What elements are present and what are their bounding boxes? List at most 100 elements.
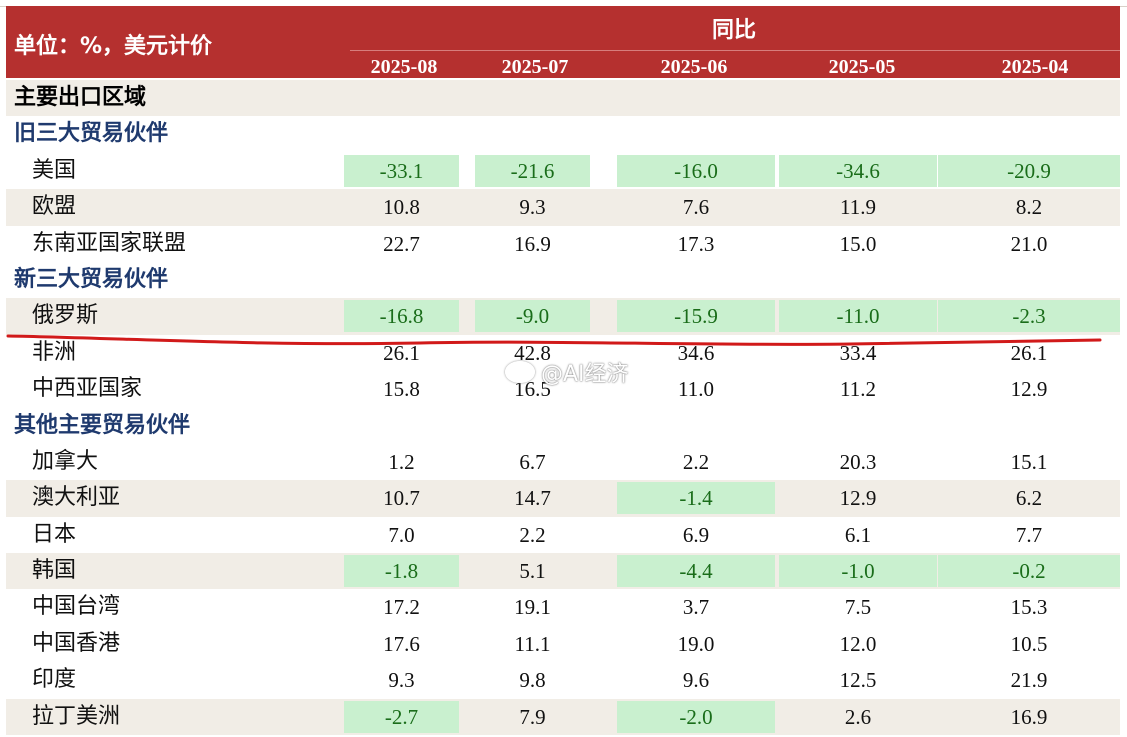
table-row: 中西亚国家 15.8 16.5 11.0 11.2 12.9 bbox=[6, 371, 1120, 407]
table-cell: 10.5 bbox=[1010, 631, 1048, 656]
header-divider bbox=[350, 50, 1120, 51]
table-cell: 22.7 bbox=[383, 231, 420, 256]
table-cell: -20.9 bbox=[938, 154, 1120, 187]
table-row: 新三大贸易伙伴 bbox=[6, 262, 1120, 298]
table-cell: 17.6 bbox=[383, 631, 420, 656]
table-cell: 15.3 bbox=[1010, 595, 1048, 620]
table-header: 单位：%，美元计价 同比 2025-08 2025-07 2025-06 202… bbox=[6, 6, 1120, 78]
table-cell: -16.8 bbox=[344, 300, 459, 333]
row-label: 东南亚国家联盟 bbox=[32, 230, 187, 256]
table-cell: 16.9 bbox=[514, 231, 551, 256]
data-table: 主要出口区域 旧三大贸易伙伴 美国 -33.1 -21.6 -16.0 -34.6 -20.9… bbox=[6, 80, 1120, 736]
table-cell: 12.9 bbox=[839, 486, 877, 511]
table-cell: -2.7 bbox=[344, 700, 459, 733]
table-row: 欧盟 10.8 9.3 7.6 11.9 8.2 bbox=[6, 189, 1120, 226]
row-label: 加拿大 bbox=[32, 448, 99, 474]
table-cell: 15.1 bbox=[1010, 449, 1048, 474]
column-header: 2025-08 bbox=[370, 56, 438, 78]
table-cell: 34.6 bbox=[677, 340, 715, 365]
table-cell: 5.1 bbox=[519, 559, 546, 584]
table-row: 旧三大贸易伙伴 bbox=[6, 116, 1120, 152]
table-cell: 7.0 bbox=[388, 522, 415, 547]
table-cell: 19.1 bbox=[514, 595, 551, 620]
table-cell: 11.1 bbox=[514, 631, 551, 656]
table-row: 拉丁美洲 -2.7 7.9 -2.0 2.6 16.9 bbox=[6, 698, 1120, 736]
table-cell: -1.8 bbox=[344, 555, 459, 588]
table-cell: -0.2 bbox=[938, 555, 1120, 588]
table-cell: 17.3 bbox=[677, 231, 715, 256]
table-cell: -1.4 bbox=[617, 482, 775, 515]
row-label: 俄罗斯 bbox=[32, 303, 99, 329]
table-cell: 10.8 bbox=[383, 195, 420, 220]
watermark-text: @AI经济 bbox=[541, 362, 629, 387]
table-cell: -33.1 bbox=[344, 154, 459, 187]
table-row: 中国香港 17.6 11.1 19.0 12.0 10.5 bbox=[6, 626, 1120, 662]
table-cell: 10.7 bbox=[383, 486, 420, 511]
table-cell: -15.9 bbox=[617, 300, 775, 333]
table-cell: 20.3 bbox=[839, 449, 877, 474]
column-header: 2025-07 bbox=[501, 56, 569, 78]
table-cell: 6.7 bbox=[519, 449, 546, 474]
table-cell: 21.9 bbox=[1010, 668, 1048, 693]
column-header: 2025-05 bbox=[828, 56, 896, 78]
table-cell: 26.1 bbox=[1010, 340, 1048, 365]
row-label: 中国香港 bbox=[32, 630, 121, 656]
table-cell: 21.0 bbox=[1010, 231, 1048, 256]
table-cell: 15.0 bbox=[839, 231, 877, 256]
section-label: 新三大贸易伙伴 bbox=[14, 266, 169, 292]
table-cell: 11.2 bbox=[840, 377, 876, 402]
table-row: 澳大利亚 10.7 14.7 -1.4 12.9 6.2 bbox=[6, 480, 1120, 517]
table-row: 中国台湾 17.2 19.1 3.7 7.5 15.3 bbox=[6, 589, 1120, 625]
table-cell: 12.5 bbox=[839, 668, 877, 693]
table-cell: -4.4 bbox=[617, 555, 775, 588]
row-label: 中西亚国家 bbox=[32, 376, 143, 402]
table-cell: 7.6 bbox=[682, 195, 710, 220]
table-cell: 2.2 bbox=[519, 522, 546, 547]
section-label: 主要出口区域 bbox=[14, 85, 147, 110]
table-cell: 9.3 bbox=[388, 668, 415, 693]
row-label: 印度 bbox=[32, 667, 77, 693]
table-cell: 7.7 bbox=[1015, 522, 1043, 547]
row-label: 欧盟 bbox=[32, 194, 77, 220]
table-cell: 7.5 bbox=[844, 595, 872, 620]
table-cell: 9.8 bbox=[519, 668, 546, 693]
table-cell: 11.9 bbox=[840, 195, 876, 220]
table-cell: -11.0 bbox=[779, 300, 937, 333]
table-row: 加拿大 1.2 6.7 2.2 20.3 15.1 bbox=[6, 444, 1120, 480]
column-header: 2025-06 bbox=[660, 56, 728, 78]
table-cell: -21.6 bbox=[475, 154, 590, 187]
table-cell: 6.9 bbox=[682, 522, 710, 547]
row-label: 非洲 bbox=[32, 339, 77, 365]
table-row: 俄罗斯 -16.8 -9.0 -15.9 -11.0 -2.3 bbox=[6, 298, 1120, 335]
row-label: 拉丁美洲 bbox=[32, 703, 121, 729]
table-cell: 19.0 bbox=[677, 631, 715, 656]
group-label: 同比 bbox=[711, 18, 756, 43]
row-label: 美国 bbox=[32, 157, 77, 183]
row-label: 日本 bbox=[32, 521, 77, 547]
table-cell: -1.0 bbox=[779, 555, 937, 588]
table-cell: 8.2 bbox=[1015, 195, 1043, 220]
table-cell: 26.1 bbox=[383, 340, 420, 365]
unit-label: 单位：%，美元计价 bbox=[14, 34, 213, 59]
section-label: 旧三大贸易伙伴 bbox=[14, 121, 169, 147]
table-cell: 33.4 bbox=[839, 340, 877, 365]
table-cell: 11.0 bbox=[678, 377, 714, 402]
table-row: 其他主要贸易伙伴 bbox=[6, 408, 1120, 444]
table-cell: 12.0 bbox=[839, 631, 877, 656]
table-cell: 16.9 bbox=[1010, 704, 1048, 729]
table-cell: 3.7 bbox=[682, 595, 710, 620]
table-row: 美国 -33.1 -21.6 -16.0 -34.6 -20.9 bbox=[6, 153, 1120, 189]
weibo-icon bbox=[505, 361, 535, 383]
table-cell: 2.2 bbox=[682, 449, 710, 474]
row-label: 韩国 bbox=[32, 558, 77, 584]
table-row: 印度 9.3 9.8 9.6 12.5 21.9 bbox=[6, 662, 1120, 698]
table-cell: 2.6 bbox=[844, 704, 872, 729]
table-cell: 7.9 bbox=[519, 704, 546, 729]
table-cell: -2.0 bbox=[617, 700, 775, 733]
table-cell: -34.6 bbox=[779, 154, 937, 187]
table-cell: 12.9 bbox=[1010, 377, 1048, 402]
table-cell: -2.3 bbox=[938, 300, 1120, 333]
table-cell: -9.0 bbox=[475, 300, 590, 333]
table-row: 日本 7.0 2.2 6.9 6.1 7.7 bbox=[6, 517, 1120, 553]
column-header: 2025-04 bbox=[1001, 56, 1069, 78]
